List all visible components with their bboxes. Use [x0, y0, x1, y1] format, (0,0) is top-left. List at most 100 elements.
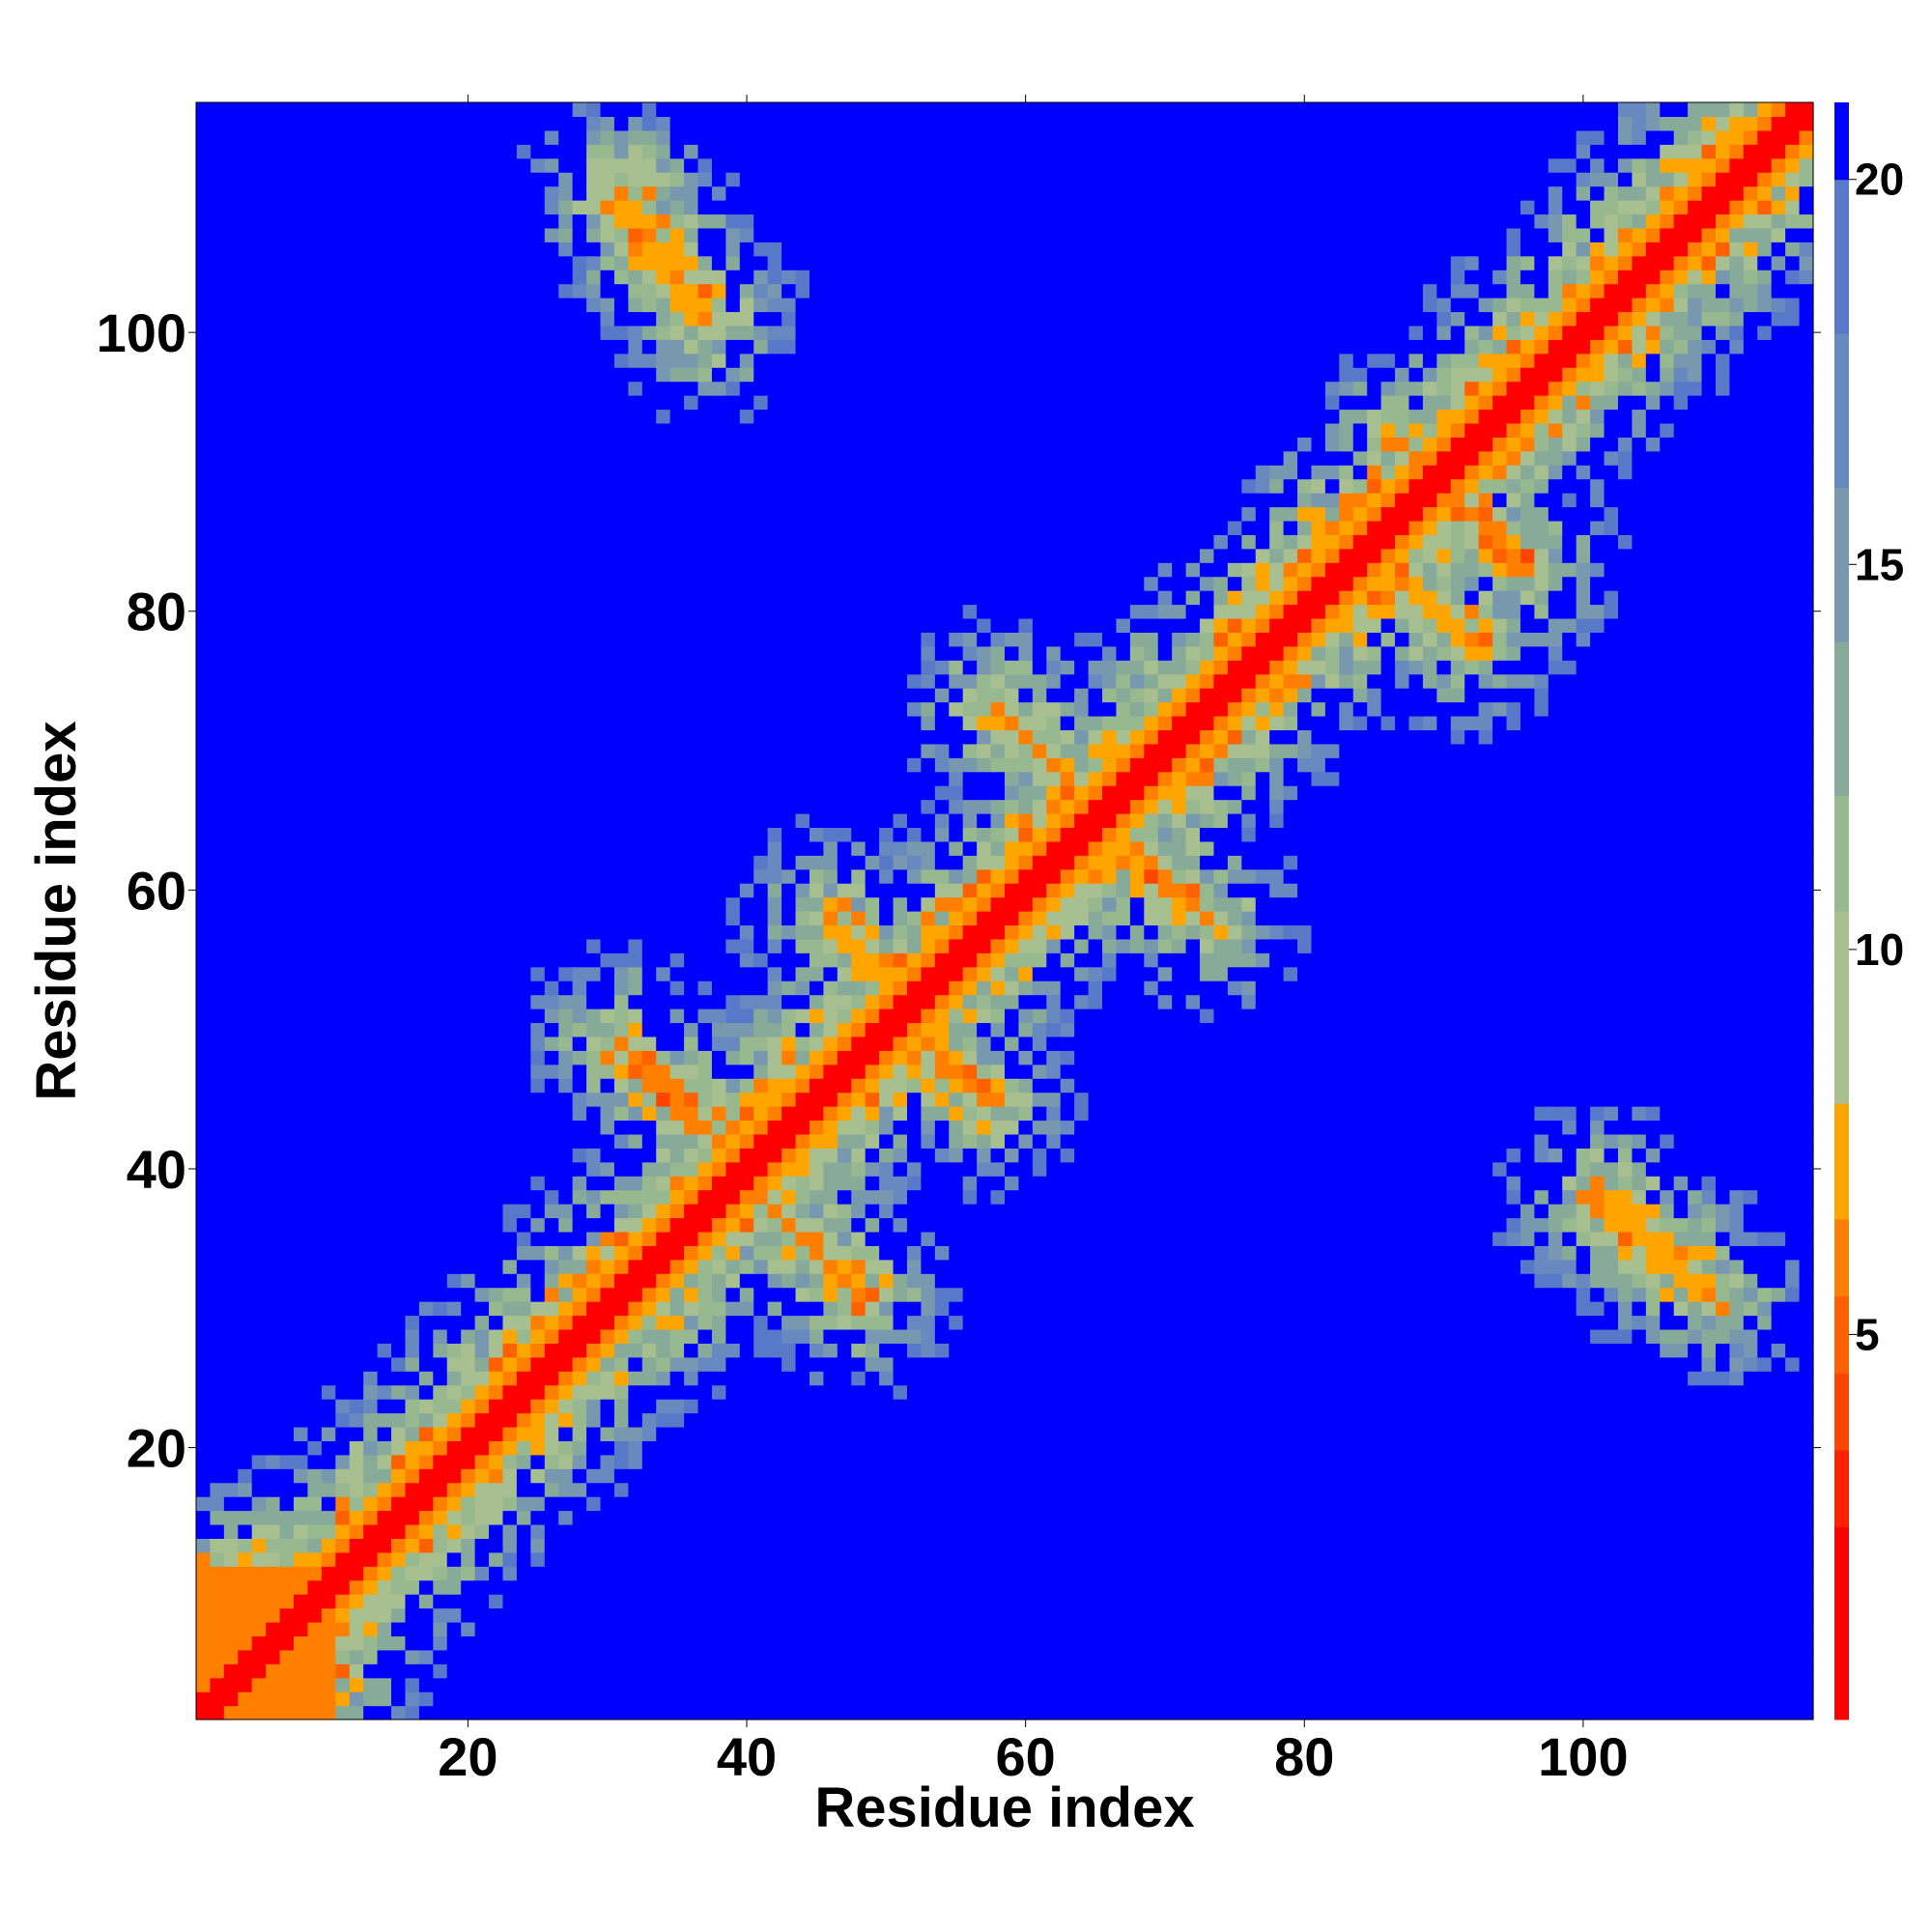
- heatmap-cell: [238, 576, 253, 591]
- heatmap-cell: [641, 1022, 657, 1037]
- heatmap-cell: [474, 102, 490, 118]
- heatmap-cell: [266, 868, 281, 884]
- heatmap-cell: [628, 1343, 643, 1358]
- heatmap-cell: [391, 938, 407, 953]
- heatmap-cell: [210, 270, 225, 285]
- heatmap-cell: [697, 896, 713, 912]
- heatmap-cell: [711, 1301, 726, 1317]
- heatmap-cell: [489, 325, 504, 340]
- heatmap-cell: [279, 1510, 295, 1525]
- heatmap-cell: [641, 1691, 657, 1707]
- heatmap-cell: [558, 1426, 574, 1441]
- heatmap-cell: [711, 632, 726, 647]
- heatmap-cell: [446, 1343, 462, 1358]
- heatmap-cell: [586, 994, 602, 1009]
- heatmap-cell: [349, 270, 364, 285]
- heatmap-cell: [349, 562, 364, 578]
- heatmap-cell: [739, 1454, 754, 1469]
- heatmap-cell: [363, 785, 379, 801]
- heatmap-cell: [530, 1426, 546, 1441]
- heatmap-cell: [279, 1621, 295, 1637]
- heatmap-cell: [433, 1607, 448, 1623]
- heatmap-cell: [502, 1440, 518, 1456]
- heatmap-cell: [196, 576, 212, 591]
- heatmap-cell: [210, 478, 225, 494]
- heatmap-cell: [418, 771, 434, 786]
- heatmap-cell: [516, 1217, 531, 1233]
- heatmap-cell: [656, 157, 671, 173]
- heatmap-cell: [600, 1621, 615, 1637]
- heatmap-cell: [391, 757, 407, 773]
- heatmap-cell: [530, 771, 546, 786]
- heatmap-cell: [335, 1133, 351, 1149]
- heatmap-cell: [753, 129, 769, 145]
- heatmap-cell: [294, 1579, 309, 1595]
- heatmap-cell: [223, 911, 239, 926]
- heatmap-cell: [474, 339, 490, 355]
- heatmap-cell: [321, 200, 336, 215]
- heatmap-cell: [572, 994, 587, 1009]
- heatmap-cell: [586, 966, 602, 981]
- heatmap-cell: [753, 743, 769, 758]
- heatmap-cell: [656, 771, 671, 786]
- heatmap-cell: [753, 172, 769, 187]
- heatmap-cell: [641, 1287, 657, 1302]
- heatmap-cell: [279, 840, 295, 856]
- heatmap-cell: [669, 1287, 685, 1302]
- heatmap-cell: [600, 1551, 615, 1567]
- heatmap-cell: [628, 172, 643, 187]
- heatmap-cell: [251, 840, 267, 856]
- heatmap-cell: [474, 896, 490, 912]
- heatmap-cell: [321, 144, 336, 159]
- heatmap-cell: [377, 883, 392, 898]
- heatmap-cell: [238, 325, 253, 340]
- heatmap-cell: [641, 255, 657, 270]
- heatmap-cell: [251, 980, 267, 996]
- heatmap-cell: [223, 1273, 239, 1289]
- heatmap-cell: [418, 325, 434, 340]
- heatmap-cell: [669, 994, 685, 1009]
- heatmap-cell: [669, 688, 685, 703]
- heatmap-cell: [279, 213, 295, 229]
- heatmap-cell: [739, 1064, 754, 1079]
- heatmap-cell: [266, 1440, 281, 1456]
- heatmap-cell: [238, 157, 253, 173]
- heatmap-cell: [711, 1454, 726, 1469]
- heatmap-cell: [544, 102, 559, 118]
- heatmap-cell: [210, 645, 225, 661]
- heatmap-cell: [502, 227, 518, 242]
- heatmap-cell: [321, 1468, 336, 1484]
- heatmap-cell: [739, 255, 754, 270]
- heatmap-cell: [294, 1482, 309, 1497]
- heatmap-cell: [294, 1384, 309, 1400]
- heatmap-cell: [210, 1078, 225, 1094]
- heatmap-cell: [196, 980, 212, 996]
- heatmap-cell: [628, 729, 643, 745]
- heatmap-cell: [600, 562, 615, 578]
- heatmap-cell: [363, 339, 379, 355]
- heatmap-cell: [238, 590, 253, 606]
- heatmap-cell: [279, 1482, 295, 1497]
- heatmap-cell: [781, 298, 797, 313]
- heatmap-cell: [363, 1217, 379, 1233]
- heatmap-cell: [307, 506, 323, 522]
- heatmap-cell: [321, 422, 336, 438]
- heatmap-cell: [489, 743, 504, 758]
- heatmap-cell: [335, 270, 351, 285]
- heatmap-cell: [530, 883, 546, 898]
- heatmap-cell: [489, 1384, 504, 1400]
- heatmap-cell: [210, 311, 225, 327]
- heatmap-cell: [628, 1371, 643, 1386]
- heatmap-cell: [418, 548, 434, 563]
- heatmap-cell: [767, 1538, 782, 1553]
- heatmap-cell: [586, 1036, 602, 1051]
- heatmap-cell: [669, 1133, 685, 1149]
- heatmap-cell: [767, 1204, 782, 1219]
- heatmap-cell: [251, 339, 267, 355]
- heatmap-cell: [502, 673, 518, 689]
- heatmap-cell: [446, 729, 462, 745]
- heatmap-cell: [461, 868, 476, 884]
- heatmap-cell: [307, 129, 323, 145]
- heatmap-cell: [558, 1510, 574, 1525]
- heatmap-cell: [335, 701, 351, 717]
